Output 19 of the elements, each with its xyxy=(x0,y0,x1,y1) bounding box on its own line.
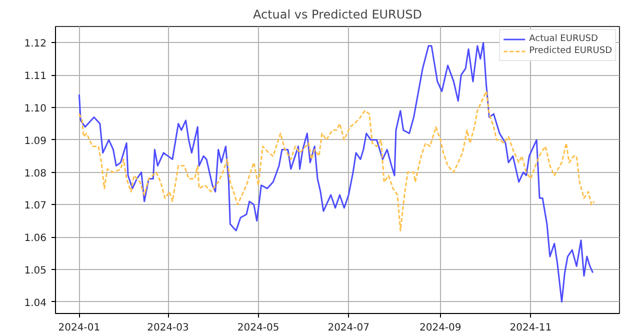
chart-title: Actual vs Predicted EURUSD xyxy=(252,8,422,22)
x-tick-label: 2024-05 xyxy=(237,322,280,333)
x-tick-label: 2024-03 xyxy=(147,322,189,333)
x-tick-label: 2024-09 xyxy=(419,322,462,333)
y-tick-label: 1.07 xyxy=(24,200,46,212)
legend-label: Predicted EURUSD xyxy=(529,45,612,57)
y-tick-label: 1.11 xyxy=(24,71,46,82)
x-tick-label: 2024-01 xyxy=(58,322,100,333)
x-tick-label: 2024-07 xyxy=(328,322,370,333)
y-tick-label: 1.05 xyxy=(24,265,46,276)
y-tick-label: 1.10 xyxy=(24,103,46,114)
legend-label: Actual EURUSD xyxy=(529,33,598,45)
y-tick-label: 1.06 xyxy=(24,233,46,244)
x-tick-label: 2024-11 xyxy=(510,322,552,333)
y-tick-label: 1.04 xyxy=(24,298,46,309)
y-tick-label: 1.09 xyxy=(24,136,46,147)
y-tick-label: 1.12 xyxy=(24,38,46,50)
y-tick-label: 1.08 xyxy=(24,168,46,180)
line-series xyxy=(78,90,596,232)
